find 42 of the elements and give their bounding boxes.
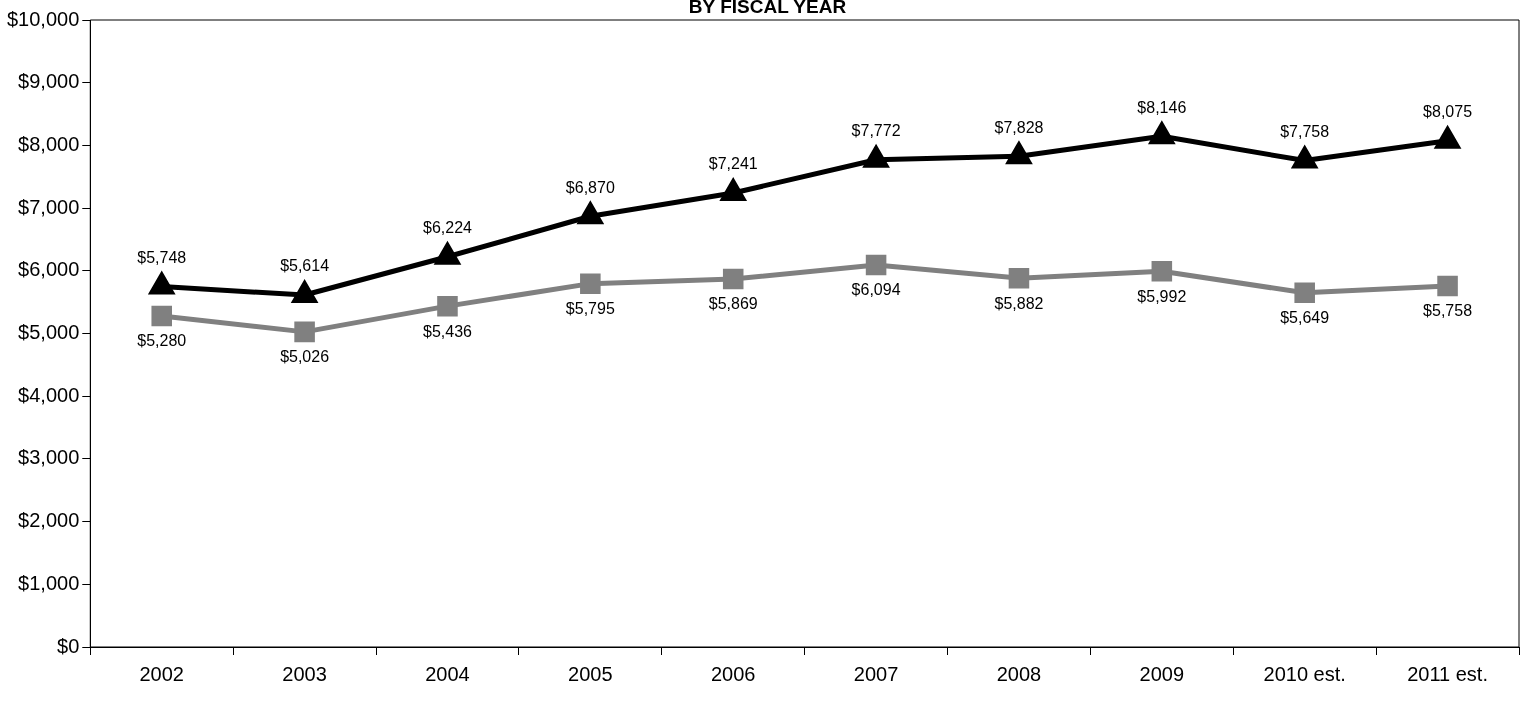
x-tick-label: 2006: [710, 662, 756, 685]
data-label: $5,280: [137, 332, 187, 350]
y-tick-label: $5,000: [18, 321, 80, 344]
y-tick-label: $2,000: [18, 509, 80, 532]
data-label: $5,748: [137, 249, 187, 267]
data-label: $5,026: [280, 348, 330, 366]
data-label: $8,146: [1137, 98, 1187, 116]
x-tick-label: 2010 est.: [1263, 662, 1346, 685]
data-label: $5,758: [1423, 302, 1473, 320]
data-label: $6,870: [565, 178, 615, 196]
data-label: $7,828: [994, 118, 1044, 136]
x-tick-label: 2002: [139, 662, 184, 685]
data-label: $5,795: [565, 300, 615, 318]
y-tick-label: $7,000: [18, 195, 80, 218]
x-tick-label: 2004: [425, 662, 470, 685]
data-label: $7,772: [851, 122, 901, 140]
y-tick-label: $3,000: [18, 446, 80, 469]
x-tick-label: 2003: [282, 662, 327, 685]
data-label: $8,075: [1423, 103, 1473, 121]
y-tick-label: $0: [57, 634, 80, 657]
x-tick-label: 2005: [568, 662, 613, 685]
y-tick-label: $1,000: [18, 571, 80, 594]
x-tick-label: 2008: [996, 662, 1042, 685]
y-tick-label: $9,000: [18, 70, 80, 93]
x-tick-label: 2011 est.: [1407, 662, 1488, 685]
y-tick-label: $10,000: [7, 7, 80, 30]
data-label: $5,614: [280, 257, 330, 275]
data-label: $7,758: [1280, 122, 1330, 140]
data-label: $5,436: [423, 322, 473, 340]
data-label: $7,241: [708, 155, 758, 173]
data-label: $6,094: [851, 281, 901, 299]
data-label: $5,992: [1137, 287, 1187, 305]
chart-title: BY FISCAL YEAR: [688, 0, 847, 17]
y-tick-label: $4,000: [18, 383, 80, 406]
data-label: $5,649: [1280, 309, 1330, 327]
x-tick-label: 2009: [1139, 662, 1185, 685]
data-label: $5,869: [708, 295, 758, 313]
y-tick-label: $6,000: [18, 258, 80, 281]
data-label: $6,224: [423, 219, 473, 237]
y-tick-label: $8,000: [18, 132, 80, 155]
x-tick-label: 2007: [853, 662, 899, 685]
data-label: $5,882: [994, 294, 1044, 312]
